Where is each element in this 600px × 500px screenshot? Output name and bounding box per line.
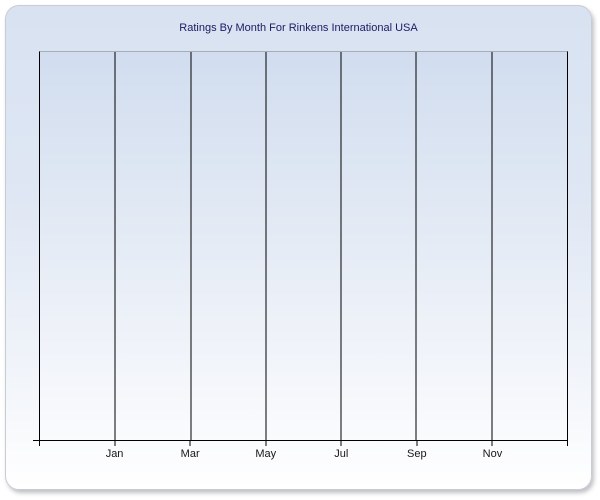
vertical-gridline-sep — [415, 52, 417, 440]
x-axis-label-sep: Sep — [407, 448, 427, 460]
plot-area — [39, 51, 568, 441]
chart-widget: Ratings By Month For Rinkens Internation… — [5, 5, 592, 490]
x-axis-tick — [189, 441, 191, 446]
vertical-gridline-may — [265, 52, 267, 440]
x-axis-label-jan: Jan — [105, 448, 124, 460]
x-axis-ticks — [39, 441, 568, 446]
x-axis-label-jul: Jul — [334, 448, 349, 460]
x-axis-tick — [39, 441, 40, 446]
x-axis-label-may: May — [255, 448, 277, 460]
x-axis-tick — [491, 441, 493, 446]
x-axis-label-mar: Mar — [180, 448, 200, 460]
x-axis-tick — [416, 441, 418, 446]
x-axis-tick — [114, 441, 116, 446]
vertical-gridline-nov — [491, 52, 493, 440]
x-axis-labels: Jan Mar May Jul Sep Nov — [39, 448, 568, 461]
vertical-gridline-mar — [190, 52, 192, 440]
x-axis-label-nov: Nov — [482, 448, 503, 460]
vertical-gridline-jul — [340, 52, 342, 440]
x-axis-line-stub — [33, 440, 40, 441]
chart-title: Ratings By Month For Rinkens Internation… — [179, 22, 418, 34]
x-axis-tick — [265, 441, 267, 446]
x-axis-tick — [567, 441, 568, 446]
vertical-gridline-jan — [114, 52, 116, 440]
x-axis-tick — [340, 441, 342, 446]
